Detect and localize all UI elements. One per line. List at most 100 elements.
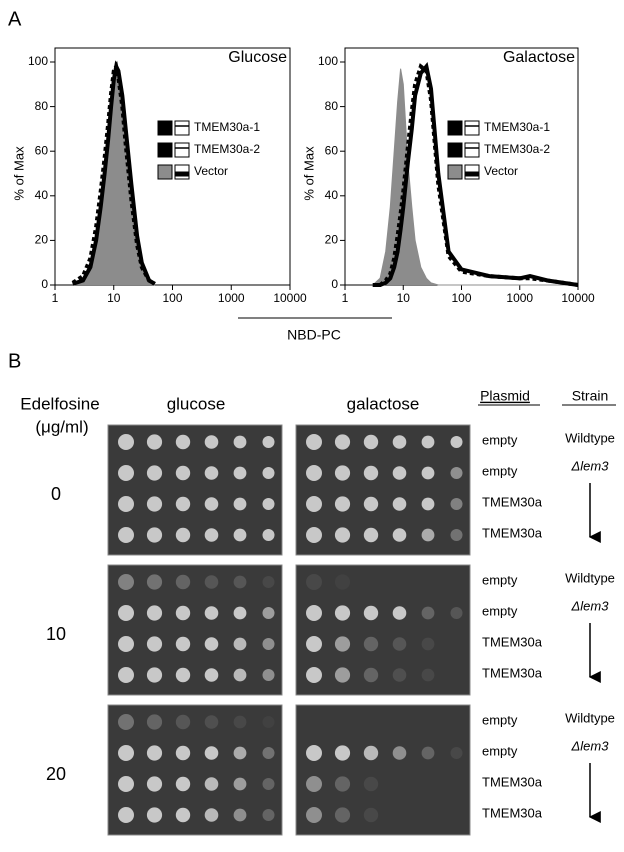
colony-spot xyxy=(306,434,322,450)
colony-spot xyxy=(306,745,322,761)
y-tick-label: 60 xyxy=(325,143,339,157)
colony-spot xyxy=(262,716,275,728)
chart-title: Galactose xyxy=(503,49,575,66)
colony-spot xyxy=(204,777,219,791)
colony-spot xyxy=(306,776,322,792)
dose-label: 20 xyxy=(46,764,66,784)
legend-label: TMEM30a-2 xyxy=(484,142,550,156)
colony-spot xyxy=(118,605,134,621)
colony-spot xyxy=(334,667,351,683)
colony-spot xyxy=(334,574,351,590)
strain-label: Wildtype xyxy=(565,430,615,445)
plasmid-label: TMEM30a xyxy=(482,494,543,509)
area-fill xyxy=(72,68,155,285)
colony-spot xyxy=(204,808,219,822)
y-tick-label: 60 xyxy=(35,143,49,157)
colony-spot xyxy=(233,715,247,729)
colony-spot xyxy=(262,669,275,681)
colony-spot xyxy=(233,497,247,511)
colony-spot xyxy=(146,636,163,652)
colony-spot xyxy=(146,496,163,512)
y-tick-label: 40 xyxy=(325,188,339,202)
colony-spot xyxy=(363,465,379,481)
y-tick-label: 0 xyxy=(41,277,48,291)
strain-label: Δlem3 xyxy=(571,458,610,473)
colony-spot xyxy=(146,574,163,590)
colony-spot xyxy=(233,637,247,651)
colony-spot xyxy=(363,496,379,512)
colony-spot xyxy=(204,746,219,760)
legend-swatch-outline xyxy=(464,142,480,158)
colony-spot xyxy=(262,467,275,479)
colony-spot xyxy=(175,714,191,730)
plasmid-label: empty xyxy=(482,572,518,587)
colony-spot xyxy=(118,807,134,823)
line xyxy=(372,63,579,287)
colony-spot xyxy=(306,636,322,652)
colony-spot xyxy=(175,807,191,823)
colony-spot xyxy=(450,498,463,510)
dose-unit: (μg/ml) xyxy=(35,417,88,436)
legend-label: TMEM30a-2 xyxy=(194,142,260,156)
x-tick-label: 100 xyxy=(162,291,182,305)
colony-spot xyxy=(450,607,463,619)
colony-spot xyxy=(421,637,435,651)
plate-photo xyxy=(295,564,471,696)
colony-spot xyxy=(421,668,435,682)
colony-spot xyxy=(363,605,379,621)
plasmid-label: empty xyxy=(482,463,518,478)
y-axis-label: % of Max xyxy=(301,146,316,201)
colony-spot xyxy=(334,434,351,450)
colony-spot xyxy=(363,776,379,792)
colony-spot xyxy=(421,466,435,480)
colony-spot xyxy=(118,465,134,481)
colony-spot xyxy=(306,574,322,590)
colony-spot xyxy=(306,807,322,823)
strain-label: Δlem3 xyxy=(571,738,610,753)
colony-spot xyxy=(175,527,191,543)
colony-spot xyxy=(204,668,219,682)
colony-spot xyxy=(421,746,435,760)
colony-spot xyxy=(262,576,275,588)
colony-spot xyxy=(233,808,247,822)
legend-label: Vector xyxy=(484,164,518,178)
colony-spot xyxy=(334,745,351,761)
legend-label: Vector xyxy=(194,164,228,178)
colony-spot xyxy=(450,467,463,479)
colony-spot xyxy=(146,714,163,730)
colony-spot xyxy=(363,745,379,761)
plasmid-label: empty xyxy=(482,432,518,447)
colony-spot xyxy=(392,668,407,682)
media-label: galactose xyxy=(347,394,420,413)
legend-swatch xyxy=(447,142,463,158)
dose-header: Edelfosine xyxy=(20,394,99,413)
colony-spot xyxy=(175,667,191,683)
dose-label: 10 xyxy=(46,624,66,644)
x-tick-label: 1000 xyxy=(218,291,245,305)
colony-spot xyxy=(421,606,435,620)
y-tick-label: 80 xyxy=(35,99,49,113)
legend-swatch-outline xyxy=(174,142,190,158)
y-tick-label: 100 xyxy=(318,54,338,68)
colony-spot xyxy=(233,575,247,589)
plate-photo xyxy=(107,704,283,836)
colony-spot xyxy=(262,809,275,821)
y-tick-label: 80 xyxy=(325,99,339,113)
colony-spot xyxy=(146,745,163,761)
dose-label: 0 xyxy=(51,484,61,504)
area-outline xyxy=(372,68,578,286)
colony-spot xyxy=(233,606,247,620)
colony-spot xyxy=(392,606,407,620)
colony-spot xyxy=(175,465,191,481)
colony-spot xyxy=(146,776,163,792)
plasmid-label: TMEM30a xyxy=(482,525,543,540)
colony-spot xyxy=(175,776,191,792)
colony-spot xyxy=(146,807,163,823)
colony-spot xyxy=(421,497,435,511)
colony-spot xyxy=(118,667,134,683)
colony-spot xyxy=(118,745,134,761)
colony-spot xyxy=(334,527,351,543)
legend-label: TMEM30a-1 xyxy=(194,120,260,134)
colony-spot xyxy=(392,466,407,480)
